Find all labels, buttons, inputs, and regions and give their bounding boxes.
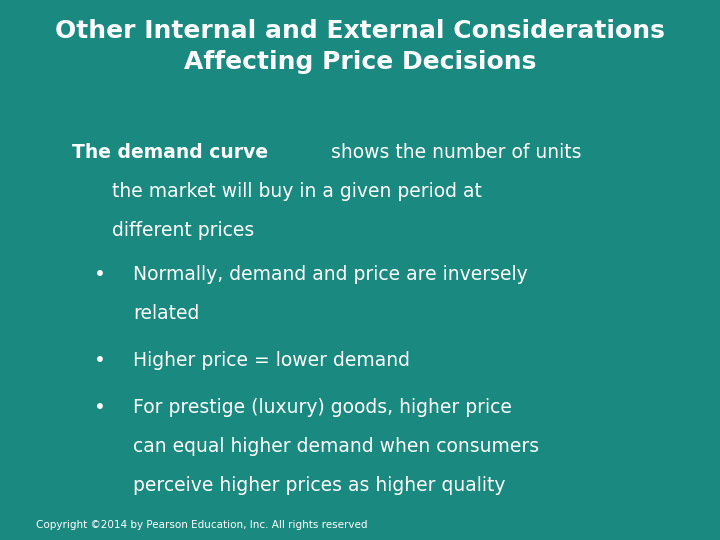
- Text: Copyright ©2014 by Pearson Education, Inc. All rights reserved: Copyright ©2014 by Pearson Education, In…: [36, 520, 367, 530]
- Text: The demand curve: The demand curve: [72, 143, 268, 162]
- Text: different prices: different prices: [112, 221, 254, 240]
- Text: Higher price = lower demand: Higher price = lower demand: [133, 351, 410, 370]
- Text: shows the number of units: shows the number of units: [325, 143, 582, 162]
- Text: •: •: [94, 351, 105, 370]
- Text: can equal higher demand when consumers: can equal higher demand when consumers: [133, 437, 539, 456]
- Text: For prestige (luxury) goods, higher price: For prestige (luxury) goods, higher pric…: [133, 398, 512, 417]
- Text: Normally, demand and price are inversely: Normally, demand and price are inversely: [133, 265, 528, 284]
- Text: Other Internal and External Considerations
Affecting Price Decisions: Other Internal and External Consideratio…: [55, 19, 665, 73]
- Text: the market will buy in a given period at: the market will buy in a given period at: [112, 182, 482, 201]
- Text: perceive higher prices as higher quality: perceive higher prices as higher quality: [133, 476, 505, 495]
- Text: •: •: [94, 398, 105, 417]
- Text: related: related: [133, 304, 199, 323]
- Text: •: •: [94, 265, 105, 284]
